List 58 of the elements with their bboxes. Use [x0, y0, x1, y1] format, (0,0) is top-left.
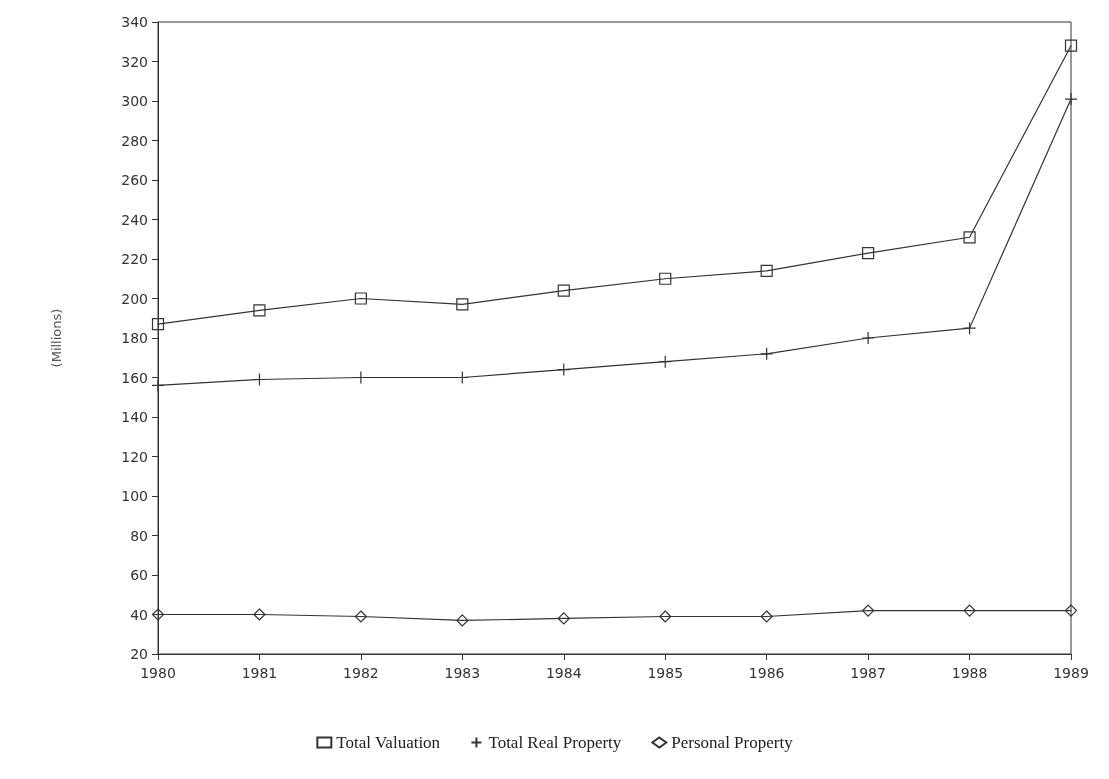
y-tick-label: 100	[121, 488, 148, 504]
point	[456, 298, 469, 311]
y-tick-label: 240	[121, 211, 148, 228]
x-tick-label: 1986	[748, 665, 785, 681]
y-tick-label: 40	[130, 606, 148, 623]
y-tick-label: 140	[121, 409, 148, 425]
point	[557, 363, 571, 377]
point	[760, 264, 773, 277]
point	[1064, 604, 1078, 617]
x-tick-label: 1983	[444, 665, 481, 681]
point	[253, 608, 266, 621]
y-tick-label: 60	[130, 567, 148, 583]
y-tick-label: 300	[121, 93, 148, 109]
x-tick-label: 1985	[647, 665, 684, 681]
y-tick-label: 260	[121, 172, 148, 188]
x-tick-label: 1988	[951, 665, 988, 681]
x-tick-label: 1982	[343, 665, 379, 681]
x-tick-label: 1980	[140, 665, 176, 681]
y-axis-title: (Millions)	[49, 308, 64, 368]
point	[659, 272, 672, 285]
y-tick-label: 180	[121, 330, 148, 346]
y-tick-label: 200	[121, 290, 148, 307]
y-tick-label: 20	[130, 646, 148, 662]
point	[658, 355, 672, 369]
x-tick-label: 1984	[545, 665, 582, 681]
point	[354, 610, 367, 623]
point	[557, 612, 570, 625]
point	[760, 610, 773, 623]
y-tick-label: 280	[121, 132, 148, 149]
point	[456, 614, 469, 627]
point	[962, 321, 977, 335]
point	[861, 331, 875, 345]
legend-label: Personal Property	[671, 733, 794, 752]
y-tick-label: 120	[121, 448, 148, 465]
y-tick-label: 320	[121, 53, 148, 70]
point	[862, 604, 875, 617]
point	[1064, 92, 1078, 106]
legend-label: Total Real Property	[488, 733, 622, 752]
point	[1064, 39, 1078, 52]
point	[963, 604, 976, 617]
point	[151, 318, 165, 331]
point	[659, 610, 672, 623]
point	[253, 304, 266, 317]
x-tick-label: 1989	[1053, 665, 1089, 681]
point	[354, 292, 367, 305]
point	[151, 378, 165, 392]
x-tick-label: 1981	[241, 665, 278, 681]
point	[963, 231, 976, 244]
y-tick-label: 160	[121, 369, 148, 386]
y-tick-label: 220	[121, 251, 148, 267]
y-tick-label: 80	[130, 527, 148, 544]
point	[760, 347, 774, 361]
y-tick-label: 340	[121, 14, 148, 30]
x-tick-label: 1987	[850, 665, 886, 681]
point	[862, 246, 875, 260]
point	[252, 372, 267, 387]
point	[557, 284, 570, 297]
legend-label: Total Valuation	[336, 733, 441, 752]
